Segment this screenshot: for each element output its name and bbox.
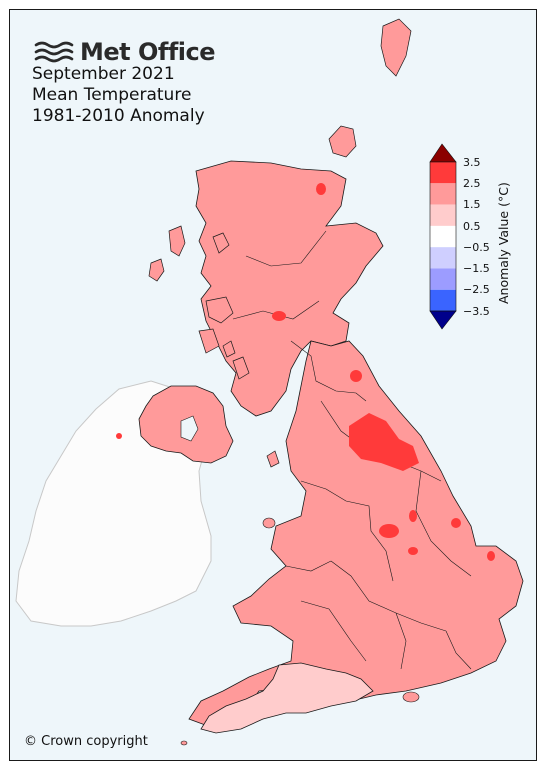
scottish-islands bbox=[148, 18, 412, 468]
title-baseline: 1981-2010 Anomaly bbox=[32, 106, 205, 126]
regional-boundaries bbox=[232, 230, 472, 670]
colorbar-band-3 bbox=[430, 204, 456, 226]
colorbar: 3.5 2.5 1.5 0.5 −0.5 −1.5 −2.5 −3.5 Anom… bbox=[429, 143, 511, 330]
met-office-waves-icon bbox=[34, 41, 74, 63]
met-office-logo: Met Office bbox=[34, 38, 216, 66]
colorbar-tick-1: 3.5 bbox=[463, 156, 481, 169]
colorbar-band-5 bbox=[430, 247, 456, 269]
colorbar-band-6 bbox=[430, 268, 456, 290]
colorbar-band-1 bbox=[430, 162, 456, 184]
colorbar-tick-5: −0.5 bbox=[463, 241, 490, 254]
map-frame: 3.5 2.5 1.5 0.5 −0.5 −1.5 −2.5 −3.5 Anom… bbox=[9, 9, 537, 761]
colorbar-over-arrow bbox=[429, 143, 457, 163]
colorbar-tick-4: 0.5 bbox=[463, 220, 481, 233]
hot-spot-areas bbox=[116, 183, 495, 561]
copyright-notice: © Crown copyright bbox=[24, 734, 148, 749]
colorbar-band-7 bbox=[430, 289, 456, 311]
title-variable: Mean Temperature bbox=[32, 85, 192, 105]
lough-neagh bbox=[180, 415, 199, 442]
colorbar-tick-8: −3.5 bbox=[463, 305, 490, 318]
colorbar-tick-2: 2.5 bbox=[463, 177, 481, 190]
southwest-peninsula bbox=[200, 662, 374, 734]
colorbar-band-4 bbox=[430, 225, 456, 248]
uk-anomaly-map: 3.5 2.5 1.5 0.5 −0.5 −1.5 −2.5 −3.5 Anom… bbox=[15, 18, 524, 746]
colorbar-title: Anomaly Value (°C) bbox=[496, 182, 511, 304]
minor-islands bbox=[180, 517, 420, 746]
title-month: September 2021 bbox=[32, 64, 175, 84]
scotland-mainland bbox=[195, 160, 384, 417]
mild-patches bbox=[326, 684, 364, 695]
colorbar-tick-3: 1.5 bbox=[463, 198, 481, 211]
colorbar-tick-6: −1.5 bbox=[463, 262, 490, 275]
colorbar-band-2 bbox=[430, 183, 456, 205]
met-office-wordmark: Met Office bbox=[80, 38, 216, 66]
colorbar-tick-7: −2.5 bbox=[463, 283, 490, 296]
colorbar-under-arrow bbox=[429, 310, 457, 330]
